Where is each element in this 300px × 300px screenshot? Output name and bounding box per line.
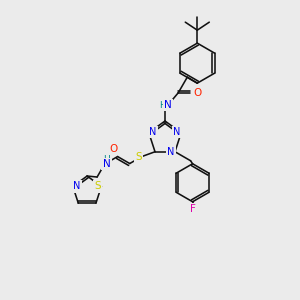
Text: O: O <box>193 88 201 98</box>
Text: O: O <box>110 143 118 154</box>
Text: N: N <box>164 100 172 110</box>
Text: N: N <box>173 127 181 137</box>
Text: H: H <box>103 154 110 164</box>
Text: H: H <box>159 100 165 109</box>
Text: N: N <box>103 159 110 169</box>
Text: N: N <box>149 127 157 137</box>
Text: F: F <box>190 204 196 214</box>
Text: N: N <box>73 182 80 191</box>
Text: S: S <box>136 152 142 161</box>
Text: S: S <box>94 182 101 191</box>
Text: N: N <box>167 147 175 157</box>
